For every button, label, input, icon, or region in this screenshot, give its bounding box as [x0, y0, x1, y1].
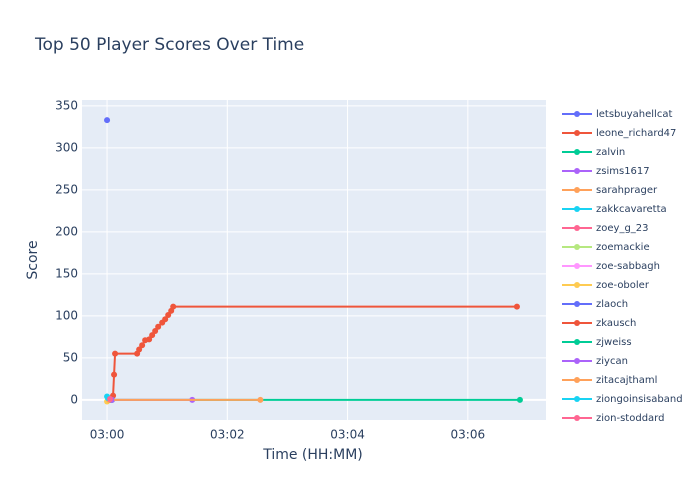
- legend-label[interactable]: ziycan: [596, 356, 628, 367]
- y-tick-label: 200: [55, 224, 78, 238]
- x-tick-label: 03:06: [451, 428, 486, 442]
- legend-label[interactable]: ziongoinsisaband: [596, 394, 683, 405]
- y-tick-label: 350: [55, 98, 78, 112]
- y-tick-label: 0: [70, 392, 78, 406]
- data-point: [513, 303, 520, 310]
- legend-marker[interactable]: [574, 168, 580, 174]
- legend-marker[interactable]: [574, 320, 580, 326]
- x-axis-title: Time (HH:MM): [262, 447, 363, 463]
- legend-marker[interactable]: [574, 130, 580, 136]
- legend-label[interactable]: zkausch: [596, 318, 636, 329]
- y-axis-title: Score: [25, 240, 41, 279]
- legend-label[interactable]: zlaoch: [596, 299, 628, 310]
- legend-marker[interactable]: [574, 187, 580, 193]
- legend-label[interactable]: zitacajthaml: [596, 375, 657, 386]
- data-point: [104, 117, 111, 124]
- data-point: [516, 396, 523, 403]
- legend-marker[interactable]: [574, 225, 580, 231]
- legend-marker[interactable]: [574, 111, 580, 117]
- data-point: [149, 332, 156, 339]
- data-point: [146, 336, 153, 343]
- legend-marker[interactable]: [574, 339, 580, 345]
- x-tick-label: 03:02: [210, 428, 245, 442]
- legend-label[interactable]: zion-stoddard: [596, 413, 664, 424]
- data-point: [112, 350, 119, 357]
- plot: [104, 117, 523, 405]
- legend-label[interactable]: zoey_g_23: [596, 223, 649, 234]
- data-point: [162, 316, 169, 323]
- legend-marker[interactable]: [574, 358, 580, 364]
- y-tick-label: 100: [55, 308, 78, 322]
- legend-label[interactable]: zalvin: [596, 147, 625, 158]
- y-tick-label: 150: [55, 266, 78, 280]
- legend-marker[interactable]: [574, 415, 580, 421]
- chart-title: Top 50 Player Scores Over Time: [34, 35, 304, 55]
- data-point: [139, 342, 146, 349]
- y-tick-label: 300: [55, 140, 78, 154]
- data-point: [111, 371, 118, 378]
- legend-label[interactable]: zakkcavaretta: [596, 204, 667, 215]
- legend-marker[interactable]: [574, 301, 580, 307]
- legend-marker[interactable]: [574, 377, 580, 383]
- legend-label[interactable]: sarahprager: [596, 185, 658, 196]
- legend-marker[interactable]: [574, 149, 580, 155]
- legend-label[interactable]: letsbuyahellcat: [596, 109, 672, 120]
- data-point: [170, 303, 177, 310]
- y-tick-label: 250: [55, 182, 78, 196]
- legend-marker[interactable]: [574, 244, 580, 250]
- plot-area: [82, 100, 546, 420]
- grid: 0 50 100 150 200 250 300 350 03:00 03:02 03:04 03:0…: [55, 98, 546, 442]
- data-point: [257, 396, 264, 403]
- legend-label[interactable]: zoe-sabbagh: [596, 261, 660, 272]
- legend-label[interactable]: zjweiss: [596, 337, 632, 348]
- x-tick-label: 03:00: [90, 428, 125, 442]
- data-point: [165, 312, 172, 319]
- data-point: [107, 396, 114, 403]
- data-point: [152, 327, 159, 334]
- legend-marker[interactable]: [574, 263, 580, 269]
- legend-label[interactable]: zsims1617: [596, 166, 650, 177]
- legend-label[interactable]: leone_richard47: [596, 128, 676, 139]
- legend-label[interactable]: zoemackie: [596, 242, 650, 253]
- legend-label[interactable]: zoe-oboler: [596, 280, 650, 291]
- legend-marker[interactable]: [574, 396, 580, 402]
- y-tick-label: 50: [63, 350, 78, 364]
- x-tick-label: 03:04: [330, 428, 365, 442]
- data-point: [155, 323, 162, 330]
- legend-marker[interactable]: [574, 282, 580, 288]
- legend-marker[interactable]: [574, 206, 580, 212]
- data-point: [136, 346, 143, 353]
